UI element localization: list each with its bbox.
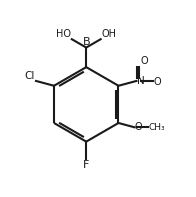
- Text: OH: OH: [102, 29, 117, 39]
- Text: CH₃: CH₃: [149, 123, 165, 132]
- Text: N: N: [137, 76, 145, 86]
- Text: O: O: [135, 122, 143, 132]
- Text: O: O: [153, 77, 161, 87]
- Text: HO: HO: [56, 29, 71, 39]
- Text: B: B: [83, 37, 90, 47]
- Text: Cl: Cl: [25, 71, 35, 81]
- Text: O: O: [140, 56, 148, 66]
- Text: F: F: [83, 160, 89, 170]
